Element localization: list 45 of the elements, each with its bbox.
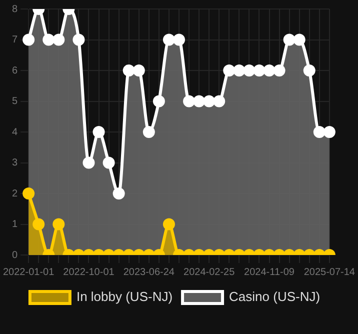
point [52, 34, 65, 46]
point [42, 34, 55, 46]
x-tick-label: 2024-02-25 [184, 266, 236, 278]
point [203, 95, 216, 108]
point [223, 64, 236, 76]
point [293, 34, 306, 46]
point [193, 95, 206, 108]
point [142, 126, 155, 138]
point [82, 156, 95, 169]
point [132, 64, 145, 76]
point [303, 64, 316, 76]
point [253, 64, 266, 76]
y-tick-label: 4 [12, 126, 18, 138]
point [173, 34, 185, 46]
y-tick-label: 3 [12, 158, 18, 168]
point [243, 64, 256, 76]
point [313, 126, 326, 138]
x-tick-label: 2023-06-24 [123, 266, 175, 278]
point [183, 95, 196, 108]
legend-label: Casino (US-NJ) [229, 289, 320, 304]
x-tick-label: 2022-01-01 [3, 266, 55, 278]
point [162, 34, 175, 46]
point [263, 64, 276, 76]
x-tick-label: 2025-07-14 [304, 266, 356, 278]
point [152, 95, 165, 108]
point [22, 34, 35, 46]
point [273, 64, 286, 76]
point [122, 64, 135, 76]
x-tick-label: 2024-11-09 [244, 266, 295, 278]
y-tick-label: 5 [12, 96, 18, 107]
point [283, 34, 296, 46]
x-tick-label: 2022-10-01 [63, 266, 115, 278]
y-tick-label: 1 [12, 219, 18, 230]
y-tick-label: 2 [12, 188, 18, 200]
point [72, 34, 85, 46]
point [323, 126, 336, 138]
point [92, 126, 105, 138]
y-tick-label: 8 [12, 4, 18, 15]
point [102, 156, 115, 169]
point [233, 64, 246, 76]
legend-label: In lobby (US-NJ) [76, 289, 173, 304]
y-tick-label: 7 [12, 34, 18, 46]
y-tick-label: 0 [12, 250, 18, 261]
point [213, 95, 226, 108]
y-tick-label: 6 [12, 65, 18, 76]
